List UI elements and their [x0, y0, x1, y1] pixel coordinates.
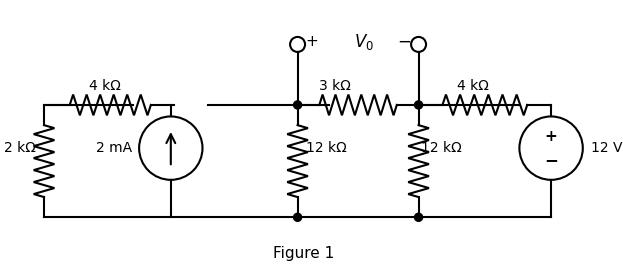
- Text: 12 V: 12 V: [591, 141, 623, 155]
- Text: −: −: [544, 151, 558, 169]
- Text: −: −: [397, 33, 411, 50]
- Text: 4 kΩ: 4 kΩ: [88, 80, 120, 93]
- Circle shape: [414, 101, 422, 109]
- Circle shape: [293, 213, 302, 221]
- Text: 4 kΩ: 4 kΩ: [457, 80, 489, 93]
- Text: $V_0$: $V_0$: [354, 32, 374, 52]
- Circle shape: [293, 101, 302, 109]
- Text: 2 mA: 2 mA: [96, 141, 132, 155]
- Text: 12 kΩ: 12 kΩ: [421, 141, 462, 155]
- Text: Figure 1: Figure 1: [273, 246, 334, 261]
- Text: 2 kΩ: 2 kΩ: [4, 141, 36, 155]
- Text: 3 kΩ: 3 kΩ: [319, 80, 351, 93]
- Text: +: +: [545, 129, 558, 144]
- Circle shape: [414, 213, 422, 221]
- Text: 12 kΩ: 12 kΩ: [307, 141, 347, 155]
- Text: +: +: [306, 34, 318, 49]
